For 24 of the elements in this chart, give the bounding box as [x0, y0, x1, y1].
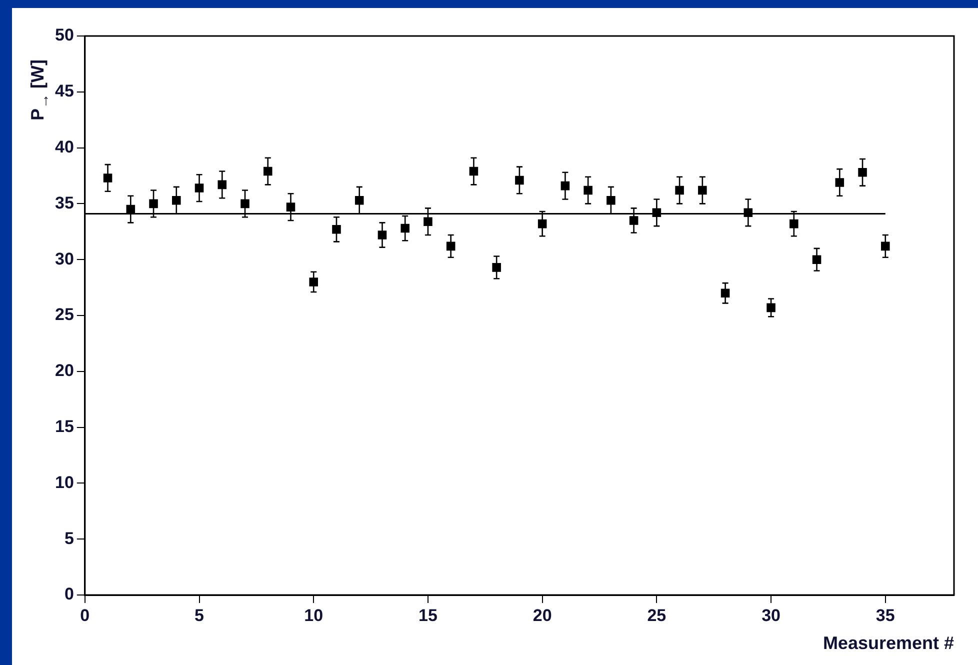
- y-tick-label: 5: [64, 528, 74, 548]
- y-tick-label: 15: [54, 416, 74, 436]
- point: [492, 263, 501, 272]
- y-tick-label: 35: [54, 193, 74, 212]
- x-tick-label: 15: [418, 606, 438, 625]
- x-tick-label: 35: [876, 606, 895, 625]
- y-tick-label: 25: [54, 305, 74, 324]
- y-tick-label: 0: [64, 584, 74, 604]
- y-tick-label: 30: [54, 249, 74, 268]
- point: [332, 225, 341, 234]
- y-tick-label: 50: [54, 26, 74, 45]
- x-tick-label: 10: [304, 606, 324, 625]
- x-tick-label: 0: [80, 606, 90, 625]
- x-tick-label: 20: [532, 606, 552, 625]
- x-tick-label: 30: [762, 606, 780, 625]
- point: [424, 217, 432, 226]
- y-tick-label: 40: [54, 137, 74, 156]
- x-axis-title: Measurement #: [822, 633, 954, 654]
- y-tick-label: 20: [54, 361, 74, 380]
- y-tick-label: 10: [54, 472, 74, 492]
- point: [858, 168, 867, 177]
- y-tick-label: 45: [54, 82, 74, 101]
- x-tick-label: 25: [647, 606, 666, 625]
- x-tick-label: 5: [194, 606, 204, 625]
